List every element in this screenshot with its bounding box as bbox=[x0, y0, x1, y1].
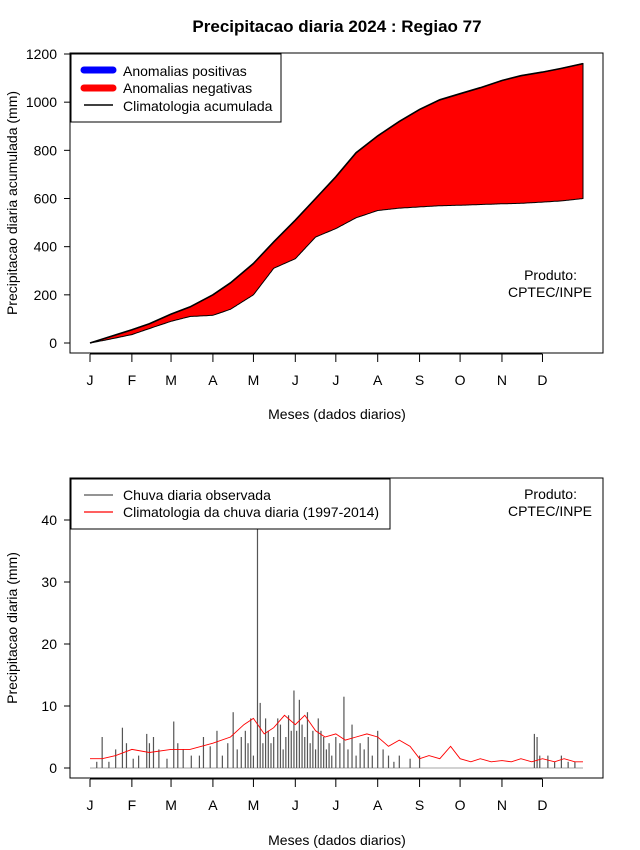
x-tick-label: M bbox=[165, 372, 177, 388]
x-axis-label: Meses (dados diarios) bbox=[268, 406, 406, 422]
y-tick-label: 1000 bbox=[26, 94, 57, 110]
legend-label-clim-daily: Climatologia da chuva diaria (1997-2014) bbox=[123, 504, 379, 520]
x-tick-label: M bbox=[248, 372, 260, 388]
producer-label: Produto: bbox=[524, 486, 577, 502]
producer-label: Produto: bbox=[524, 267, 577, 283]
page-title: Precipitacao diaria 2024 : Regiao 77 bbox=[192, 17, 481, 36]
x-tick-label: A bbox=[373, 372, 383, 388]
y-axis-label: Precipitacao diaria acumulada (mm) bbox=[4, 91, 20, 315]
accumulated-chart: 0 200 400 600 800 1000 1200 J F M A M J J A S O N D Meses… bbox=[4, 46, 604, 422]
x-tick-label: A bbox=[208, 372, 218, 388]
x-tick-label: S bbox=[415, 372, 424, 388]
x-tick-label: N bbox=[497, 797, 507, 813]
y-tick-label: 200 bbox=[34, 287, 58, 303]
x-tick-label: M bbox=[248, 797, 260, 813]
legend: Anomalias positivas Anomalias negativas … bbox=[70, 53, 282, 123]
daily-chart: 0 10 20 30 40 J F M A M J J A S O N D Meses (dados diar… bbox=[4, 477, 604, 848]
y-tick-label: 30 bbox=[41, 574, 57, 590]
x-tick-label: D bbox=[537, 372, 547, 388]
x-tick-label: J bbox=[332, 372, 339, 388]
x-tick-label: J bbox=[87, 372, 94, 388]
x-tick-label: M bbox=[165, 797, 177, 813]
y-tick-label: 800 bbox=[34, 142, 58, 158]
y-tick-label: 0 bbox=[49, 760, 57, 776]
x-tick-label: D bbox=[537, 797, 547, 813]
legend-label-positive: Anomalias positivas bbox=[123, 63, 247, 79]
producer-name: CPTEC/INPE bbox=[508, 284, 592, 300]
x-tick-label: J bbox=[87, 797, 94, 813]
x-tick-label: A bbox=[373, 797, 383, 813]
y-tick-label: 600 bbox=[34, 191, 58, 207]
y-tick-label: 10 bbox=[41, 698, 57, 714]
y-axis: 0 10 20 30 40 bbox=[41, 512, 70, 776]
legend-label-observed: Chuva diaria observada bbox=[123, 487, 271, 503]
x-tick-label: J bbox=[292, 372, 299, 388]
observed-bars bbox=[90, 520, 583, 769]
x-tick-label: J bbox=[292, 797, 299, 813]
x-tick-label: J bbox=[332, 797, 339, 813]
x-tick-label: N bbox=[497, 372, 507, 388]
y-tick-label: 400 bbox=[34, 239, 58, 255]
y-axis: 0 200 400 600 800 1000 1200 bbox=[26, 46, 70, 351]
plot-frame bbox=[69, 477, 604, 779]
legend-box bbox=[70, 478, 391, 530]
plot-frame bbox=[69, 52, 604, 354]
y-tick-label: 20 bbox=[41, 636, 57, 652]
climatology-daily-line bbox=[90, 714, 583, 763]
producer-name: CPTEC/INPE bbox=[508, 503, 592, 519]
x-tick-label: A bbox=[208, 797, 218, 813]
y-tick-label: 40 bbox=[41, 512, 57, 528]
legend-label-climatology: Climatologia acumulada bbox=[123, 98, 273, 114]
legend-label-negative: Anomalias negativas bbox=[123, 80, 252, 96]
y-tick-label: 0 bbox=[49, 335, 57, 351]
x-axis-label: Meses (dados diarios) bbox=[268, 832, 406, 848]
x-tick-label: S bbox=[415, 797, 424, 813]
anomaly-area bbox=[89, 62, 584, 344]
legend: Chuva diaria observada Climatologia da c… bbox=[70, 478, 391, 530]
y-axis-label: Precipitacao diaria (mm) bbox=[4, 552, 20, 704]
x-tick-label: F bbox=[128, 372, 137, 388]
x-tick-label: F bbox=[128, 797, 137, 813]
x-tick-label: O bbox=[455, 372, 466, 388]
x-tick-label: O bbox=[455, 797, 466, 813]
climatology-line bbox=[89, 62, 584, 344]
y-tick-label: 1200 bbox=[26, 46, 57, 62]
climatology-line bbox=[90, 714, 583, 763]
